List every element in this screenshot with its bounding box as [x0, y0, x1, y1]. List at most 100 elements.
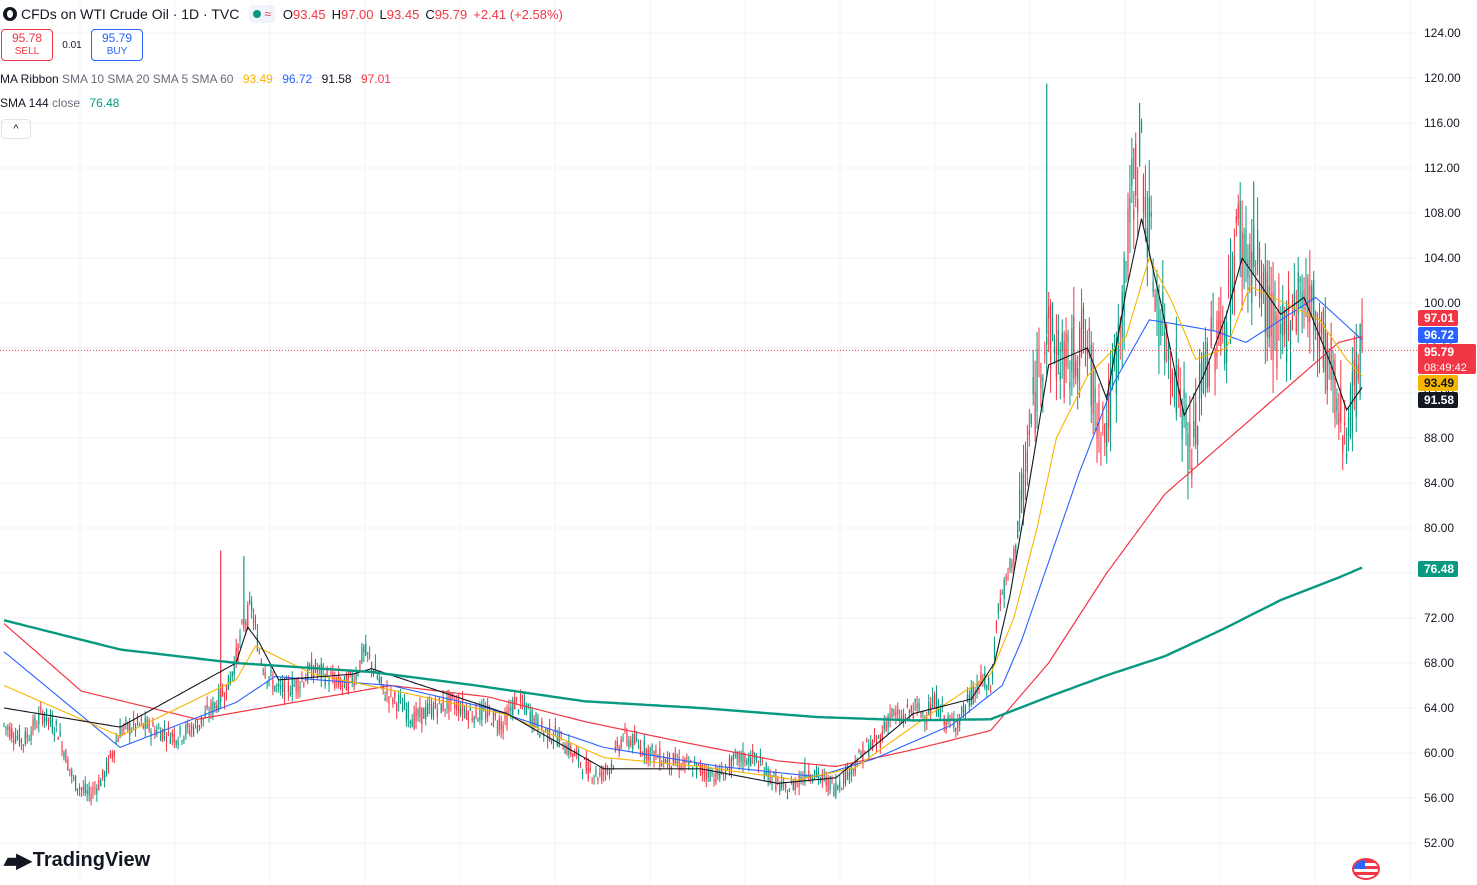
candle-body — [380, 677, 382, 684]
candle-body — [757, 766, 760, 772]
candle-body — [1057, 329, 1059, 355]
candle-body — [74, 775, 77, 791]
buy-price: 95.79 — [101, 31, 133, 45]
candle-body — [777, 779, 779, 781]
candle-body — [1195, 402, 1197, 445]
candle-body — [906, 704, 909, 708]
sell-button[interactable]: 95.78 SELL — [1, 29, 53, 61]
candle-body — [328, 682, 330, 686]
market-status-badge[interactable]: ≈ — [249, 5, 275, 23]
candle-body — [922, 712, 924, 714]
candle-body — [719, 770, 721, 779]
candle-body — [326, 668, 328, 675]
candle-body — [1013, 549, 1015, 564]
candle-body — [1361, 318, 1363, 351]
candle-body — [1289, 325, 1292, 351]
candle-body — [933, 695, 936, 709]
candle-body — [481, 704, 483, 720]
symbol-logo-icon — [3, 7, 17, 21]
price-axis[interactable]: 52.0056.0060.0064.0068.0072.0076.0080.00… — [1424, 26, 1461, 850]
candle-body — [819, 777, 821, 779]
candle-body — [684, 758, 686, 768]
candle-body — [1140, 122, 1143, 131]
candle-body — [1104, 423, 1106, 443]
candle-body — [1320, 317, 1323, 334]
candle-body — [1198, 363, 1201, 399]
candle-body — [1212, 326, 1214, 328]
candle-body — [1322, 310, 1324, 368]
sma144-legend[interactable]: SMA 144 close 76.48 — [0, 96, 125, 110]
ma-ribbon-legend[interactable]: MA Ribbon SMA 10 SMA 20 SMA 5 SMA 60 93.… — [0, 72, 397, 86]
candle-body — [7, 726, 9, 731]
candle-body — [222, 691, 224, 697]
candle-body — [45, 708, 48, 723]
buy-button[interactable]: 95.79 BUY — [91, 29, 143, 61]
candle-body — [1193, 420, 1195, 438]
candle-body — [564, 750, 566, 754]
candle-body — [864, 751, 866, 753]
candle-body — [784, 783, 787, 789]
candle-body — [386, 688, 388, 695]
candle-body — [152, 722, 154, 727]
candle-body — [268, 676, 270, 681]
candle-body — [510, 706, 512, 711]
symbol-title[interactable]: CFDs on WTI Crude Oil · 1D · TVC — [21, 6, 240, 22]
candle-body — [32, 718, 34, 732]
candle-body — [636, 738, 638, 741]
candle-body — [792, 781, 794, 791]
candle-body — [1247, 259, 1249, 278]
candle-body — [682, 761, 684, 764]
price-tick-label: 116.00 — [1424, 116, 1460, 130]
candle-body — [931, 696, 934, 708]
candle-body — [823, 775, 825, 777]
candle-body — [986, 685, 988, 690]
close-key: C — [425, 6, 435, 22]
candle-body — [1075, 360, 1077, 376]
tradingview-logo[interactable]: ▰▶ TradingView — [4, 848, 150, 873]
collapse-legend-button[interactable]: ^ — [1, 119, 31, 139]
candle-body — [639, 745, 642, 755]
candle-body — [88, 786, 90, 795]
candle-body — [1293, 292, 1295, 315]
candle-body — [984, 672, 986, 688]
candle-body — [65, 750, 67, 763]
candle-body — [901, 716, 903, 719]
candle-body — [1177, 364, 1179, 380]
candle-body — [1287, 290, 1290, 312]
candle-body — [1359, 323, 1361, 396]
candle-body — [993, 644, 996, 659]
candle-body — [574, 750, 576, 757]
candle-body — [1071, 327, 1073, 372]
candle-body — [732, 755, 734, 761]
candle-body — [508, 707, 510, 713]
candle-body — [146, 719, 148, 729]
candle-body — [1022, 473, 1025, 519]
candle-body — [249, 599, 251, 604]
candle-body — [1229, 269, 1232, 320]
candle-body — [154, 730, 156, 737]
candle-body — [78, 787, 81, 789]
candle-body — [109, 751, 112, 758]
candle-body — [465, 710, 467, 718]
candle-body — [107, 757, 110, 771]
candle-body — [1061, 333, 1063, 352]
low-key: L — [379, 6, 387, 22]
candle-body — [599, 772, 601, 776]
candle-body — [866, 739, 868, 742]
candle-body — [376, 676, 378, 679]
candle-body — [374, 663, 377, 673]
candle-body — [630, 740, 632, 746]
candle-body — [688, 761, 690, 766]
candle-body — [957, 720, 959, 729]
candle-body — [734, 754, 736, 756]
candle-body — [740, 754, 742, 762]
candle-body — [1065, 332, 1067, 367]
candle-body — [808, 770, 810, 776]
candle-body — [401, 706, 404, 713]
candle-body — [581, 772, 584, 774]
candle-body — [881, 731, 883, 740]
candle-body — [158, 727, 160, 729]
candle-body — [978, 689, 980, 691]
candle-body — [13, 739, 15, 743]
